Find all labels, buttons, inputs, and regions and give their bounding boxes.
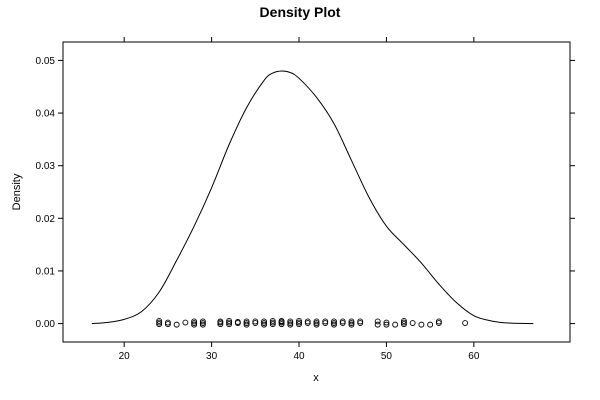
data-point	[234, 320, 241, 327]
data-point	[418, 321, 425, 328]
data-point	[348, 321, 355, 328]
data-point	[156, 319, 163, 326]
data-point	[182, 319, 189, 326]
data-point	[269, 319, 276, 326]
x-tick-label: 20	[119, 351, 131, 362]
data-point	[226, 321, 233, 328]
data-point	[348, 318, 355, 325]
data-point	[313, 321, 320, 328]
x-tick-label: 50	[381, 351, 393, 362]
data-point	[374, 321, 381, 328]
data-point	[313, 320, 320, 327]
data-point	[462, 320, 469, 327]
data-point	[313, 318, 320, 325]
data-point	[357, 318, 364, 325]
data-point	[392, 321, 399, 328]
data-point	[252, 318, 259, 325]
data-point	[164, 319, 171, 326]
data-point	[435, 318, 442, 325]
data-point	[156, 321, 163, 328]
data-point	[435, 320, 442, 327]
data-point	[322, 320, 329, 327]
y-tick-label: 0.05	[36, 56, 56, 67]
x-tick-label: 60	[468, 351, 480, 362]
data-point	[348, 320, 355, 327]
data-point	[164, 321, 171, 328]
data-point	[191, 320, 198, 327]
data-point	[226, 317, 233, 324]
data-points	[156, 317, 469, 328]
data-point	[304, 320, 311, 327]
data-point	[243, 321, 250, 328]
data-point	[199, 320, 206, 327]
data-point	[304, 318, 311, 325]
data-point	[357, 320, 364, 327]
plot-frame	[62, 41, 571, 343]
density-curve	[91, 70, 534, 325]
data-point	[226, 319, 233, 326]
data-point	[287, 321, 294, 328]
data-point	[427, 321, 434, 328]
data-point	[400, 321, 407, 328]
x-tick-label: 40	[293, 351, 305, 362]
x-axis-label: x	[313, 372, 319, 384]
data-point	[409, 320, 416, 327]
axis-ticks	[58, 37, 575, 347]
data-point	[269, 321, 276, 328]
data-point	[173, 321, 180, 328]
data-point	[191, 321, 198, 328]
data-point	[400, 317, 407, 324]
data-point	[269, 317, 276, 324]
data-point	[217, 321, 224, 328]
data-point	[278, 321, 285, 328]
data-point	[191, 318, 198, 325]
data-point	[287, 320, 294, 327]
chart-title: Density Plot	[260, 4, 341, 20]
y-tick-label: 0.03	[36, 161, 56, 172]
data-point	[243, 320, 250, 327]
data-point	[383, 319, 390, 326]
data-point	[331, 318, 337, 325]
y-axis-label: Density	[11, 173, 23, 210]
data-point	[296, 317, 302, 324]
y-tick-label: 0.04	[36, 109, 56, 120]
data-point	[339, 318, 346, 325]
data-point	[331, 321, 337, 328]
data-point	[156, 317, 163, 324]
data-point	[199, 318, 206, 325]
data-point	[261, 320, 268, 327]
data-point	[339, 320, 346, 327]
data-point	[278, 318, 285, 325]
data-point	[331, 320, 337, 327]
data-point	[243, 318, 250, 325]
data-point	[400, 319, 407, 326]
x-tick-label: 30	[206, 351, 218, 362]
data-point	[296, 321, 302, 328]
data-point	[374, 318, 381, 325]
data-point	[261, 318, 268, 325]
y-tick-label: 0.00	[36, 319, 56, 330]
data-point	[322, 318, 329, 325]
data-point	[252, 320, 259, 327]
data-point	[287, 318, 294, 325]
data-point	[261, 321, 268, 328]
data-point	[199, 321, 206, 328]
axis-tick-labels: 20 30 40 50 60 0.00 0.01 0.02 0.03 0.04 0.05	[36, 56, 480, 362]
y-tick-label: 0.01	[36, 266, 56, 277]
data-point	[383, 321, 390, 328]
data-point	[296, 319, 302, 326]
data-point	[217, 318, 224, 325]
y-tick-label: 0.02	[36, 214, 56, 225]
